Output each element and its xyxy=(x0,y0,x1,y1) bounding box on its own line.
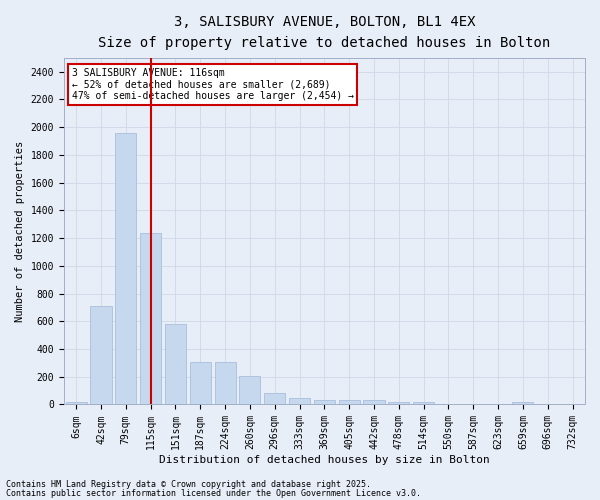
Bar xyxy=(91,306,112,404)
Bar xyxy=(140,233,161,404)
Bar xyxy=(65,402,87,404)
Bar xyxy=(264,394,285,404)
Bar xyxy=(289,398,310,404)
Bar xyxy=(165,324,186,404)
Bar xyxy=(388,402,409,404)
Bar xyxy=(215,362,236,405)
Text: 3 SALISBURY AVENUE: 116sqm
← 52% of detached houses are smaller (2,689)
47% of s: 3 SALISBURY AVENUE: 116sqm ← 52% of deta… xyxy=(71,68,353,102)
Bar xyxy=(512,402,533,404)
Bar xyxy=(413,402,434,404)
Bar xyxy=(364,400,385,404)
X-axis label: Distribution of detached houses by size in Bolton: Distribution of detached houses by size … xyxy=(159,455,490,465)
Bar xyxy=(338,400,360,404)
Bar xyxy=(239,376,260,404)
Title: 3, SALISBURY AVENUE, BOLTON, BL1 4EX
Size of property relative to detached house: 3, SALISBURY AVENUE, BOLTON, BL1 4EX Siz… xyxy=(98,15,551,50)
Text: Contains HM Land Registry data © Crown copyright and database right 2025.: Contains HM Land Registry data © Crown c… xyxy=(6,480,371,489)
Bar xyxy=(115,132,136,404)
Y-axis label: Number of detached properties: Number of detached properties xyxy=(15,140,25,322)
Text: Contains public sector information licensed under the Open Government Licence v3: Contains public sector information licen… xyxy=(6,488,421,498)
Bar xyxy=(190,362,211,405)
Bar xyxy=(314,400,335,404)
